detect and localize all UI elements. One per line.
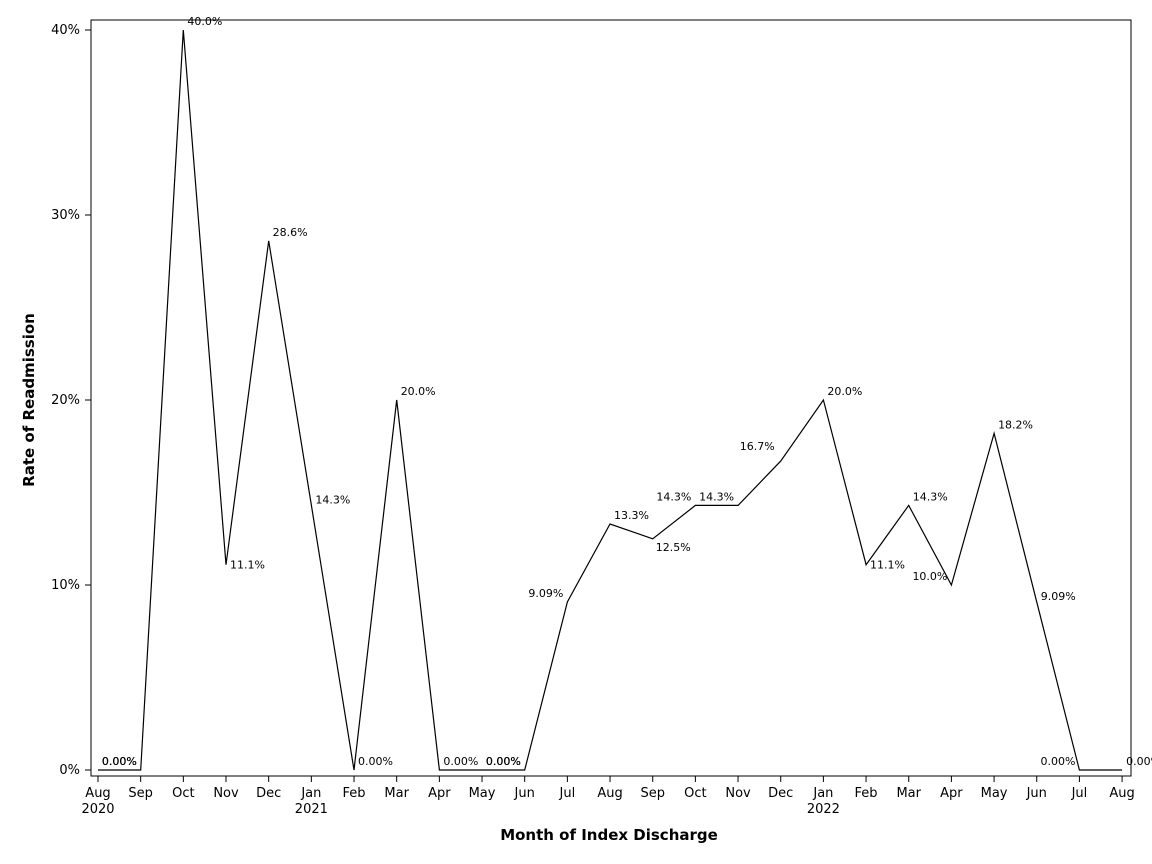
data-label: 14.3% — [656, 490, 691, 503]
x-tick-label: Aug — [1109, 786, 1134, 801]
data-label: 20.0% — [827, 385, 862, 398]
y-axis: 0% 10% 20% 30% 40% — [51, 23, 91, 778]
y-tick-label: 30% — [51, 208, 80, 223]
x-tick-label: Aug — [85, 786, 110, 801]
x-tick-label: Mar — [384, 786, 409, 801]
data-label: 18.2% — [998, 418, 1033, 431]
x-tick-label: Sep — [640, 786, 665, 801]
x-tick-label: May — [469, 786, 496, 801]
data-label: 0.00% — [102, 755, 137, 768]
data-label: 9.09% — [1041, 590, 1076, 603]
data-label: 0.00% — [1126, 755, 1152, 768]
series-line — [98, 29, 1123, 771]
x-tick-year-label: 2022 — [807, 802, 840, 817]
x-tick-label: Jun — [1026, 786, 1047, 801]
data-label: 0.00% — [358, 755, 393, 768]
data-label: 9.09% — [528, 587, 563, 600]
x-tick-label: Feb — [855, 786, 878, 801]
y-axis-title: Rate of Readmission — [20, 313, 38, 487]
x-tick-label: Dec — [768, 786, 793, 801]
data-label: 11.1% — [230, 559, 265, 572]
x-tick-label: Jun — [514, 786, 535, 801]
x-tick-year-label: 2020 — [81, 802, 114, 817]
data-label: 13.3% — [614, 509, 649, 522]
x-axis-title: Month of Index Discharge — [500, 826, 718, 844]
data-label: 0.00% — [486, 755, 521, 768]
x-tick-label: Jul — [1071, 786, 1088, 801]
x-tick-label: Oct — [684, 786, 706, 801]
x-tick-label: Apr — [428, 786, 451, 801]
data-label: 0.00% — [443, 755, 478, 768]
x-tick-label: Dec — [256, 786, 281, 801]
y-tick-label: 40% — [51, 23, 80, 38]
y-tick-label: 10% — [51, 578, 80, 593]
data-label: 12.5% — [656, 541, 691, 554]
data-label: 20.0% — [401, 385, 436, 398]
x-tick-label: Feb — [343, 786, 366, 801]
x-tick-label: Mar — [896, 786, 921, 801]
data-label: 11.1% — [870, 559, 905, 572]
data-label: 14.3% — [699, 490, 734, 503]
data-label: 40.0% — [187, 15, 222, 28]
data-label: 10.0% — [912, 570, 947, 583]
data-labels: 0.00% 0.00% 40.0% 11.1% 28.6% 14.3% 0.00% 20.0%… — [102, 15, 1152, 768]
x-tick-label: Sep — [128, 786, 153, 801]
data-label: 0.00% — [1040, 755, 1075, 768]
data-label: 16.7% — [740, 440, 775, 453]
x-tick-label: Oct — [172, 786, 194, 801]
x-tick-label: Apr — [940, 786, 963, 801]
x-tick-year-label: 2021 — [295, 802, 328, 817]
data-label: 14.3% — [315, 493, 350, 506]
data-label: 0.00% — [486, 755, 521, 768]
x-tick-label: Aug — [597, 786, 622, 801]
x-tick-label: Jan — [812, 786, 833, 801]
plot-frame — [90, 19, 1132, 777]
x-tick-label: Jan — [300, 786, 321, 801]
y-tick-label: 0% — [59, 763, 80, 778]
data-label: 28.6% — [273, 226, 308, 239]
x-tick-label: Nov — [213, 786, 239, 801]
x-tick-label: Nov — [725, 786, 751, 801]
data-label: 14.3% — [913, 490, 948, 503]
x-tick-label: Jul — [559, 786, 576, 801]
y-tick-label: 20% — [51, 393, 80, 408]
x-tick-label: May — [981, 786, 1008, 801]
data-label: 0.00% — [102, 755, 137, 768]
